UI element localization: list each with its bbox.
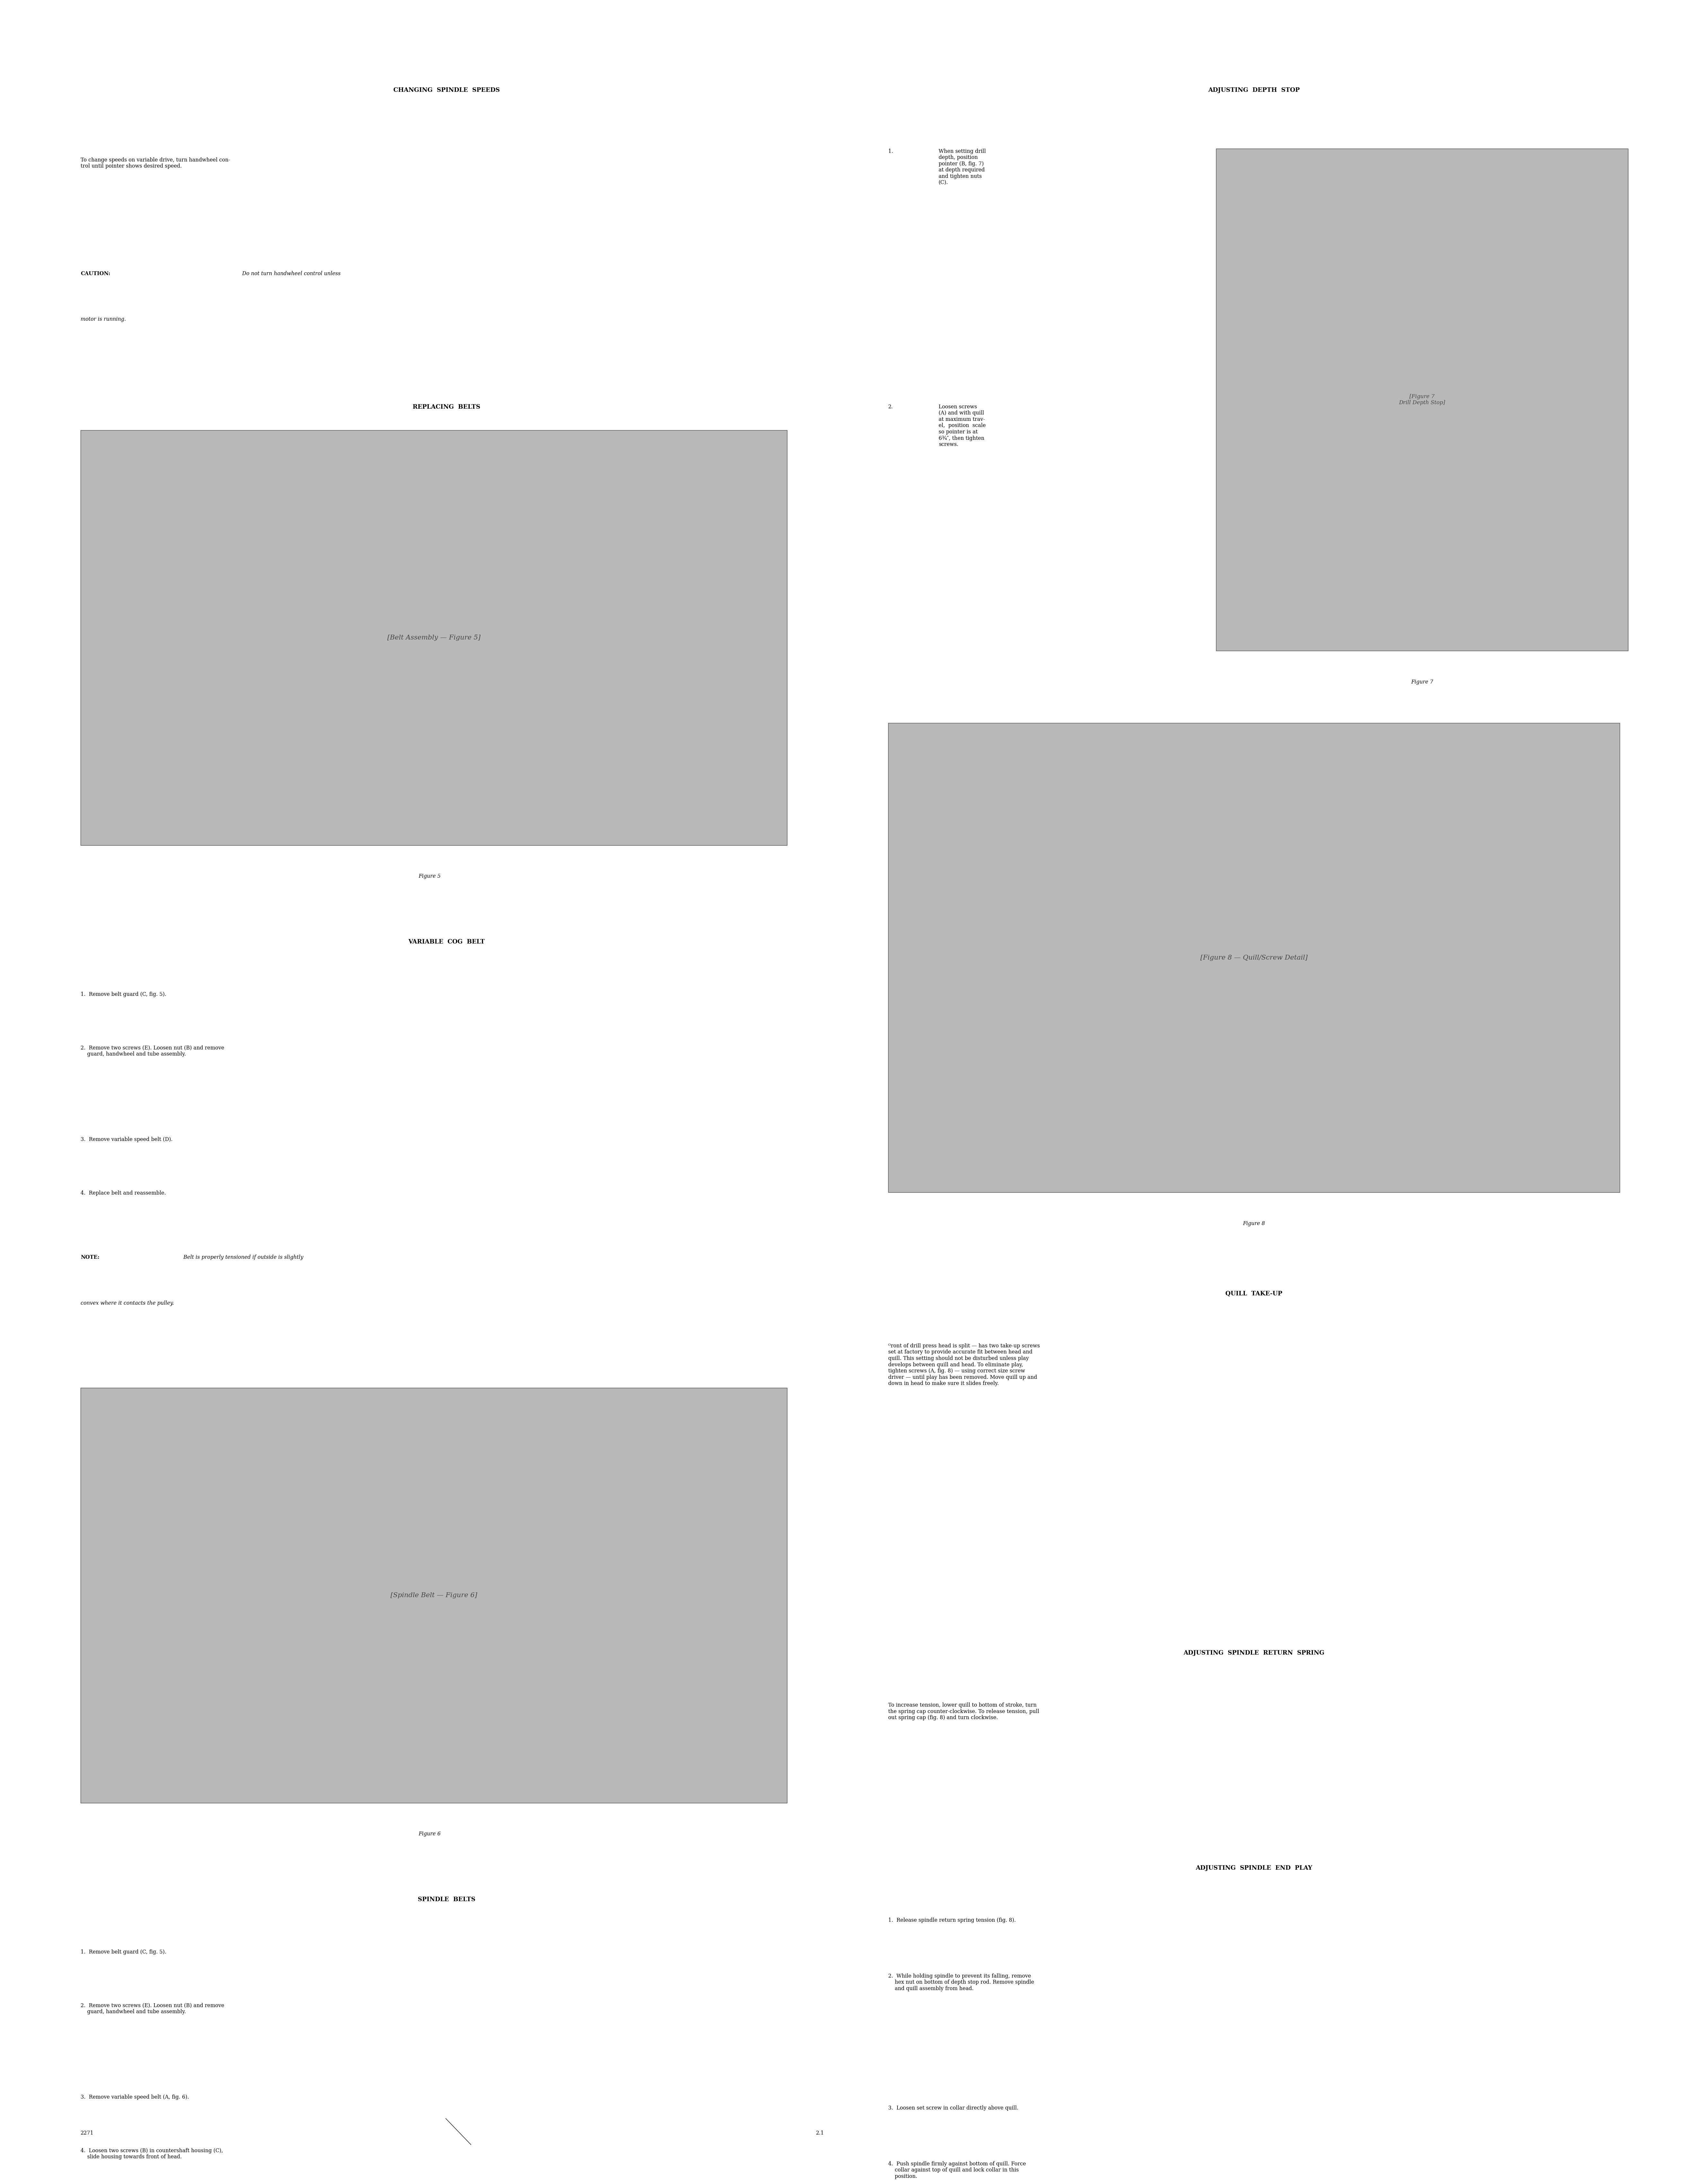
Text: 2.  Remove two screws (E). Loosen nut (B) and remove
    guard, handwheel and tu: 2. Remove two screws (E). Loosen nut (B)… [81, 1046, 224, 1057]
Text: SPINDLE  BELTS: SPINDLE BELTS [417, 1898, 476, 1902]
Text: Loosen screws
(A) and with quill
at maximum trav-
el,  position  scale
so pointe: Loosen screws (A) and with quill at maxi… [939, 404, 986, 448]
Text: 2.: 2. [888, 404, 893, 408]
Text: [Spindle Belt — Figure 6]: [Spindle Belt — Figure 6] [390, 1592, 478, 1599]
Bar [81, 430, 787, 845]
Text: ADJUSTING  SPINDLE  END  PLAY: ADJUSTING SPINDLE END PLAY [1196, 1865, 1312, 1872]
Text: 1.  Remove belt guard (C, fig. 5).: 1. Remove belt guard (C, fig. 5). [81, 992, 167, 996]
Text: Do not turn handwheel control unless: Do not turn handwheel control unless [241, 271, 340, 275]
Text: motor is running.: motor is running. [81, 317, 126, 321]
Text: Belt is properly tensioned if outside is slightly: Belt is properly tensioned if outside is… [182, 1256, 303, 1260]
Text: 1.  Release spindle return spring tension (fig. 8).: 1. Release spindle return spring tension… [888, 1918, 1016, 1922]
Text: 2.1: 2.1 [816, 2132, 824, 2136]
Text: Figure 5: Figure 5 [419, 874, 441, 878]
Text: convex where it contacts the pulley.: convex where it contacts the pulley. [81, 1302, 175, 1306]
Bar [888, 723, 1620, 1192]
Text: [Figure 8 — Quill/Screw Detail]: [Figure 8 — Quill/Screw Detail] [1201, 954, 1307, 961]
Text: 3.  Remove variable speed belt (D).: 3. Remove variable speed belt (D). [81, 1138, 173, 1142]
Text: Figure 7: Figure 7 [1411, 679, 1433, 684]
Text: ADJUSTING  SPINDLE  RETURN  SPRING: ADJUSTING SPINDLE RETURN SPRING [1184, 1651, 1324, 1655]
Text: Figure 8: Figure 8 [1243, 1221, 1265, 1225]
Text: 2.  Remove two screws (E). Loosen nut (B) and remove
    guard, handwheel and tu: 2. Remove two screws (E). Loosen nut (B)… [81, 2003, 224, 2014]
Text: 1.  Remove belt guard (C, fig. 5).: 1. Remove belt guard (C, fig. 5). [81, 1950, 167, 1955]
Text: To increase tension, lower quill to bottom of stroke, turn
the spring cap counte: To increase tension, lower quill to bott… [888, 1704, 1039, 1721]
Text: CHANGING  SPINDLE  SPEEDS: CHANGING SPINDLE SPEEDS [394, 87, 500, 94]
Text: QUILL  TAKE-UP: QUILL TAKE-UP [1226, 1291, 1282, 1297]
Text: Figure 6: Figure 6 [419, 1832, 441, 1837]
Text: 1.: 1. [888, 149, 893, 153]
Bar [81, 1389, 787, 1804]
Text: 4.  Push spindle firmly against bottom of quill. Force
    collar against top of: 4. Push spindle firmly against bottom of… [888, 2162, 1026, 2180]
Text: [Figure 7
Drill Depth Stop]: [Figure 7 Drill Depth Stop] [1399, 393, 1445, 406]
Text: To change speeds on variable drive, turn handwheel con-
trol until pointer shows: To change speeds on variable drive, turn… [81, 157, 230, 168]
Bar [1216, 149, 1628, 651]
Text: 3.  Remove variable speed belt (A, fig. 6).: 3. Remove variable speed belt (A, fig. 6… [81, 2094, 188, 2099]
Text: VARIABLE  COG  BELT: VARIABLE COG BELT [409, 939, 484, 946]
Text: 2271: 2271 [81, 2132, 94, 2136]
Text: [Belt Assembly — Figure 5]: [Belt Assembly — Figure 5] [387, 636, 481, 640]
Text: When setting drill
depth, position
pointer (B, fig. 7)
at depth required
and tig: When setting drill depth, position point… [939, 149, 986, 186]
Text: 4.  Loosen two screws (B) in countershaft housing (C),
    slide housing towards: 4. Loosen two screws (B) in countershaft… [81, 2149, 224, 2160]
Text: REPLACING  BELTS: REPLACING BELTS [412, 404, 481, 411]
Text: 2.  While holding spindle to prevent its falling, remove
    hex nut on bottom o: 2. While holding spindle to prevent its … [888, 1974, 1034, 1992]
Text: 3.  Loosen set screw in collar directly above quill.: 3. Loosen set screw in collar directly a… [888, 2105, 1018, 2110]
Text: ᴼront of drill press head is split — has two take-up screws
set at factory to pr: ᴼront of drill press head is split — has… [888, 1343, 1039, 1387]
Text: NOTE:: NOTE: [81, 1256, 99, 1260]
Text: ADJUSTING  DEPTH  STOP: ADJUSTING DEPTH STOP [1208, 87, 1300, 94]
Text: 4.  Replace belt and reassemble.: 4. Replace belt and reassemble. [81, 1190, 167, 1195]
Text: CAUTION:: CAUTION: [81, 271, 111, 275]
